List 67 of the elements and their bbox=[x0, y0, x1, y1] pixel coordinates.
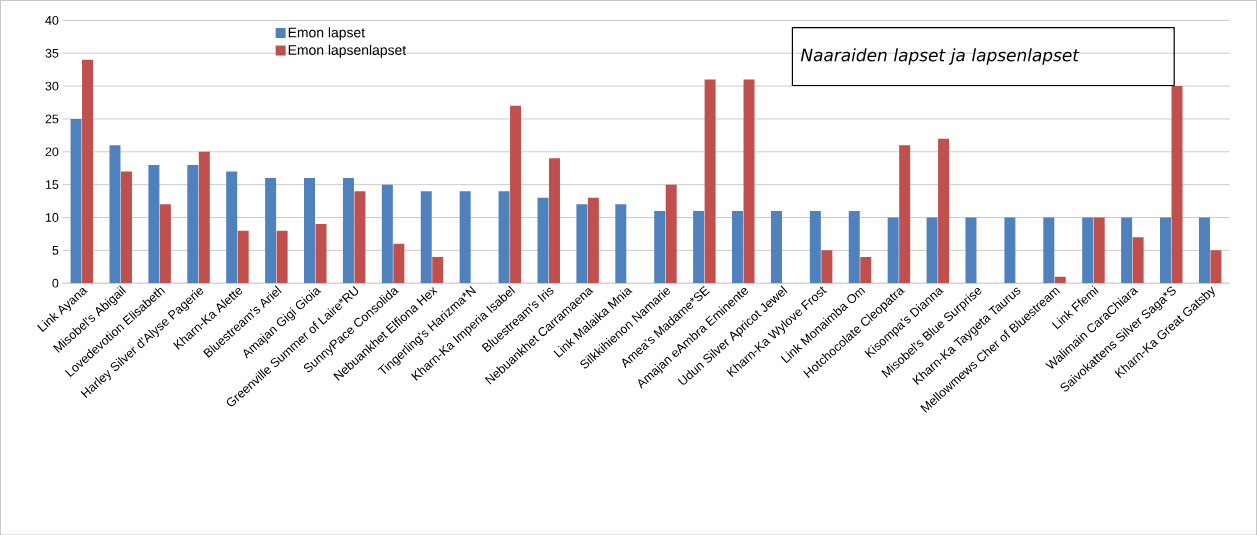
bar bbox=[82, 59, 94, 283]
bar bbox=[381, 184, 393, 283]
bar bbox=[148, 164, 160, 283]
bar bbox=[510, 105, 522, 283]
bar bbox=[315, 223, 327, 283]
y-tick-label: 0 bbox=[52, 278, 59, 288]
bar bbox=[342, 177, 354, 283]
text: Naaraiden lapset ja lapsenlapset bbox=[800, 48, 1080, 65]
bar bbox=[1198, 217, 1210, 283]
bar bbox=[887, 217, 899, 283]
bar bbox=[120, 171, 132, 283]
bar bbox=[1004, 217, 1016, 283]
y-tick-label: 10 bbox=[45, 212, 59, 222]
bar bbox=[693, 210, 705, 283]
bar bbox=[1171, 85, 1183, 283]
bar bbox=[198, 151, 210, 283]
y-tick-label: 15 bbox=[45, 180, 59, 189]
legend-label: Emon lapsenlapset bbox=[288, 44, 407, 58]
y-tick-label: 25 bbox=[45, 114, 59, 124]
bar bbox=[576, 204, 588, 283]
bar bbox=[226, 171, 238, 283]
bar bbox=[1132, 237, 1144, 283]
bar bbox=[537, 197, 549, 283]
bar bbox=[70, 118, 82, 283]
bar bbox=[587, 197, 599, 283]
bar bbox=[743, 79, 755, 283]
bar bbox=[159, 204, 171, 283]
y-tick-label: 40 bbox=[45, 15, 59, 25]
bar bbox=[615, 204, 627, 283]
bar bbox=[665, 184, 677, 283]
bar bbox=[304, 177, 316, 283]
bar bbox=[265, 177, 277, 283]
y-tick-label: 5 bbox=[52, 245, 59, 255]
bar bbox=[1210, 250, 1222, 283]
bar bbox=[1054, 276, 1066, 283]
bar bbox=[860, 256, 872, 283]
bar bbox=[498, 191, 510, 283]
bar bbox=[187, 164, 199, 283]
bar bbox=[276, 230, 288, 283]
bar bbox=[938, 138, 950, 283]
bar bbox=[654, 210, 666, 283]
bar bbox=[770, 210, 782, 283]
bar bbox=[393, 243, 405, 283]
bar bbox=[704, 79, 716, 283]
bar bbox=[548, 158, 560, 283]
bar bbox=[821, 250, 833, 283]
bar bbox=[809, 210, 821, 283]
bar bbox=[432, 256, 444, 283]
legend-label: Emon lapset bbox=[288, 26, 365, 40]
bar bbox=[1093, 217, 1105, 283]
bar bbox=[459, 191, 471, 283]
y-tick-label: 20 bbox=[45, 147, 59, 156]
y-tick-label: 30 bbox=[45, 81, 59, 91]
bar bbox=[732, 210, 744, 283]
bar bbox=[109, 145, 121, 283]
bar bbox=[420, 191, 432, 283]
bar bbox=[1121, 217, 1133, 283]
y-tick-label: 35 bbox=[45, 48, 59, 58]
bar bbox=[899, 145, 911, 283]
bar bbox=[1043, 217, 1055, 283]
bar bbox=[848, 210, 860, 283]
bar bbox=[926, 217, 938, 283]
bar bbox=[965, 217, 977, 283]
bar bbox=[1160, 217, 1172, 283]
bar bbox=[237, 230, 249, 283]
bar bbox=[354, 191, 366, 283]
bar bbox=[1082, 217, 1094, 283]
